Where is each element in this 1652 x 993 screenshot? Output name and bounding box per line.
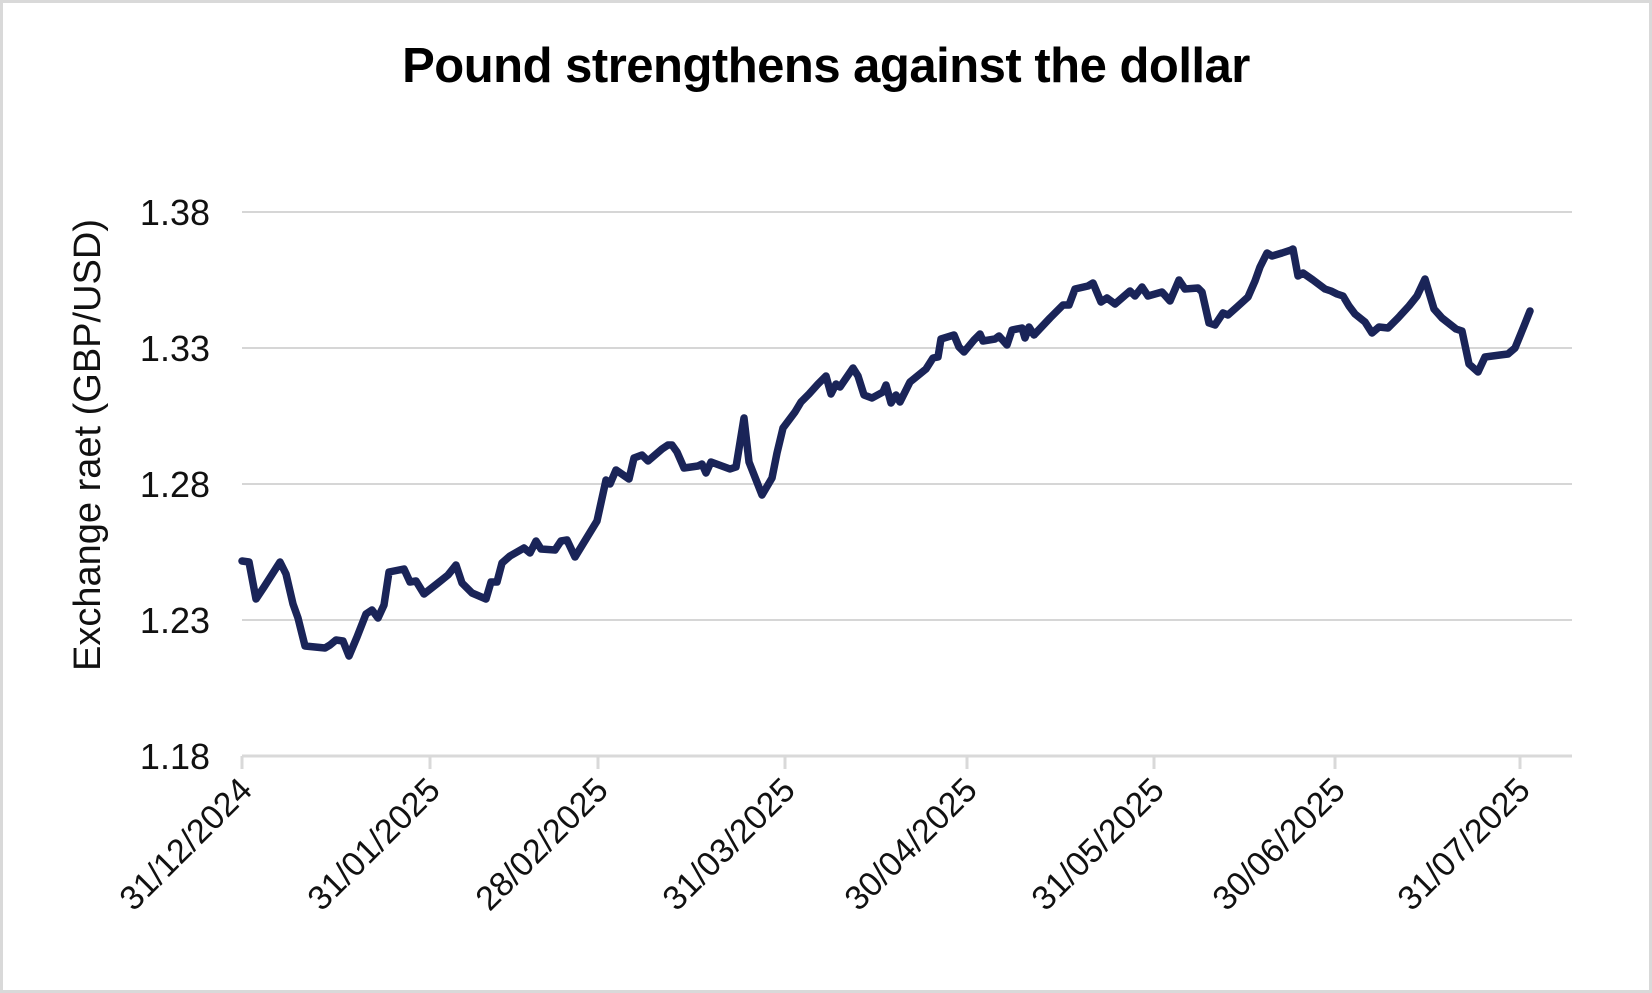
- y-tick-label: 1.28: [140, 464, 210, 505]
- y-tick-label: 1.18: [140, 736, 210, 777]
- y-axis-label: Exchange raet (GBP/USD): [67, 219, 109, 671]
- x-axis: 31/12/2024 31/01/2025 28/02/2025 31/03/2025…: [112, 754, 1572, 918]
- chart-frame: [3, 3, 1649, 990]
- y-tick-label: 1.33: [140, 328, 210, 369]
- x-tick-label: 31/03/2025: [655, 771, 802, 918]
- x-tick-label: 31/12/2024: [112, 771, 259, 918]
- x-tick-label: 31/01/2025: [300, 771, 447, 918]
- chart-title: Pound strengthens against the dollar: [402, 39, 1250, 93]
- y-axis: 1.18 1.23 1.28 1.33 1.38: [140, 192, 210, 777]
- x-tick-label: 30/06/2025: [1205, 771, 1352, 918]
- y-tick-label: 1.23: [140, 600, 210, 641]
- x-tick-label: 30/04/2025: [837, 771, 984, 918]
- x-tick-label: 28/02/2025: [468, 771, 615, 918]
- x-tick-label: 31/07/2025: [1390, 771, 1537, 918]
- y-tick-label: 1.38: [140, 192, 210, 233]
- x-tick-label: 31/05/2025: [1024, 771, 1171, 918]
- gridlines: [242, 211, 1572, 621]
- gbp-usd-series-line: [238, 245, 1534, 660]
